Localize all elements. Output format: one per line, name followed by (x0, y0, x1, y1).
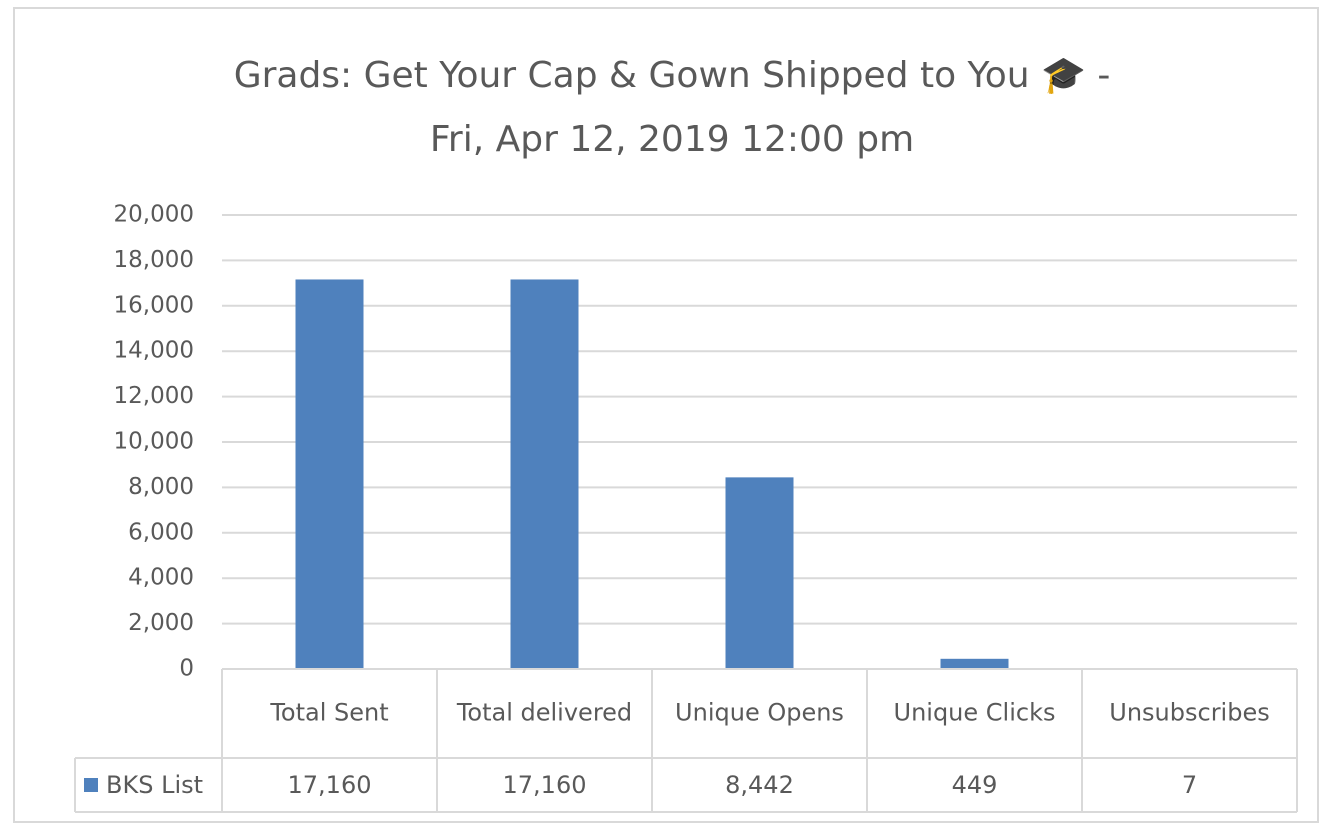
category-label: Unsubscribes (1109, 699, 1269, 727)
y-tick-label: 4,000 (128, 565, 194, 591)
value-label: 17,160 (503, 771, 587, 799)
y-tick-label: 8,000 (128, 474, 194, 500)
y-tick-label: 20,000 (114, 202, 194, 228)
chart-frame (13, 7, 1319, 823)
value-label: 449 (952, 771, 998, 799)
y-tick-label: 18,000 (114, 247, 194, 273)
y-tick-label: 14,000 (114, 338, 194, 364)
bar (725, 477, 794, 669)
value-label: 7 (1182, 771, 1197, 799)
category-label: Total Sent (269, 699, 388, 727)
bar (940, 658, 1009, 669)
y-tick-label: 12,000 (114, 383, 194, 409)
bar (510, 279, 579, 669)
y-tick-label: 0 (179, 656, 194, 682)
y-tick-label: 6,000 (128, 519, 194, 545)
value-label: 17,160 (288, 771, 372, 799)
category-label: Total delivered (456, 699, 632, 727)
category-label: Unique Clicks (894, 699, 1056, 727)
y-tick-label: 10,000 (114, 429, 194, 455)
value-label: 8,442 (725, 771, 794, 799)
category-label: Unique Opens (675, 699, 844, 727)
legend-label: BKS List (106, 771, 203, 799)
legend-swatch (84, 778, 98, 792)
chart-title: Fri, Apr 12, 2019 12:00 pm (430, 119, 914, 160)
bar (295, 279, 364, 669)
y-tick-label: 2,000 (128, 610, 194, 636)
y-tick-label: 16,000 (114, 292, 194, 318)
chart-title: Grads: Get Your Cap & Gown Shipped to Yo… (234, 55, 1111, 96)
